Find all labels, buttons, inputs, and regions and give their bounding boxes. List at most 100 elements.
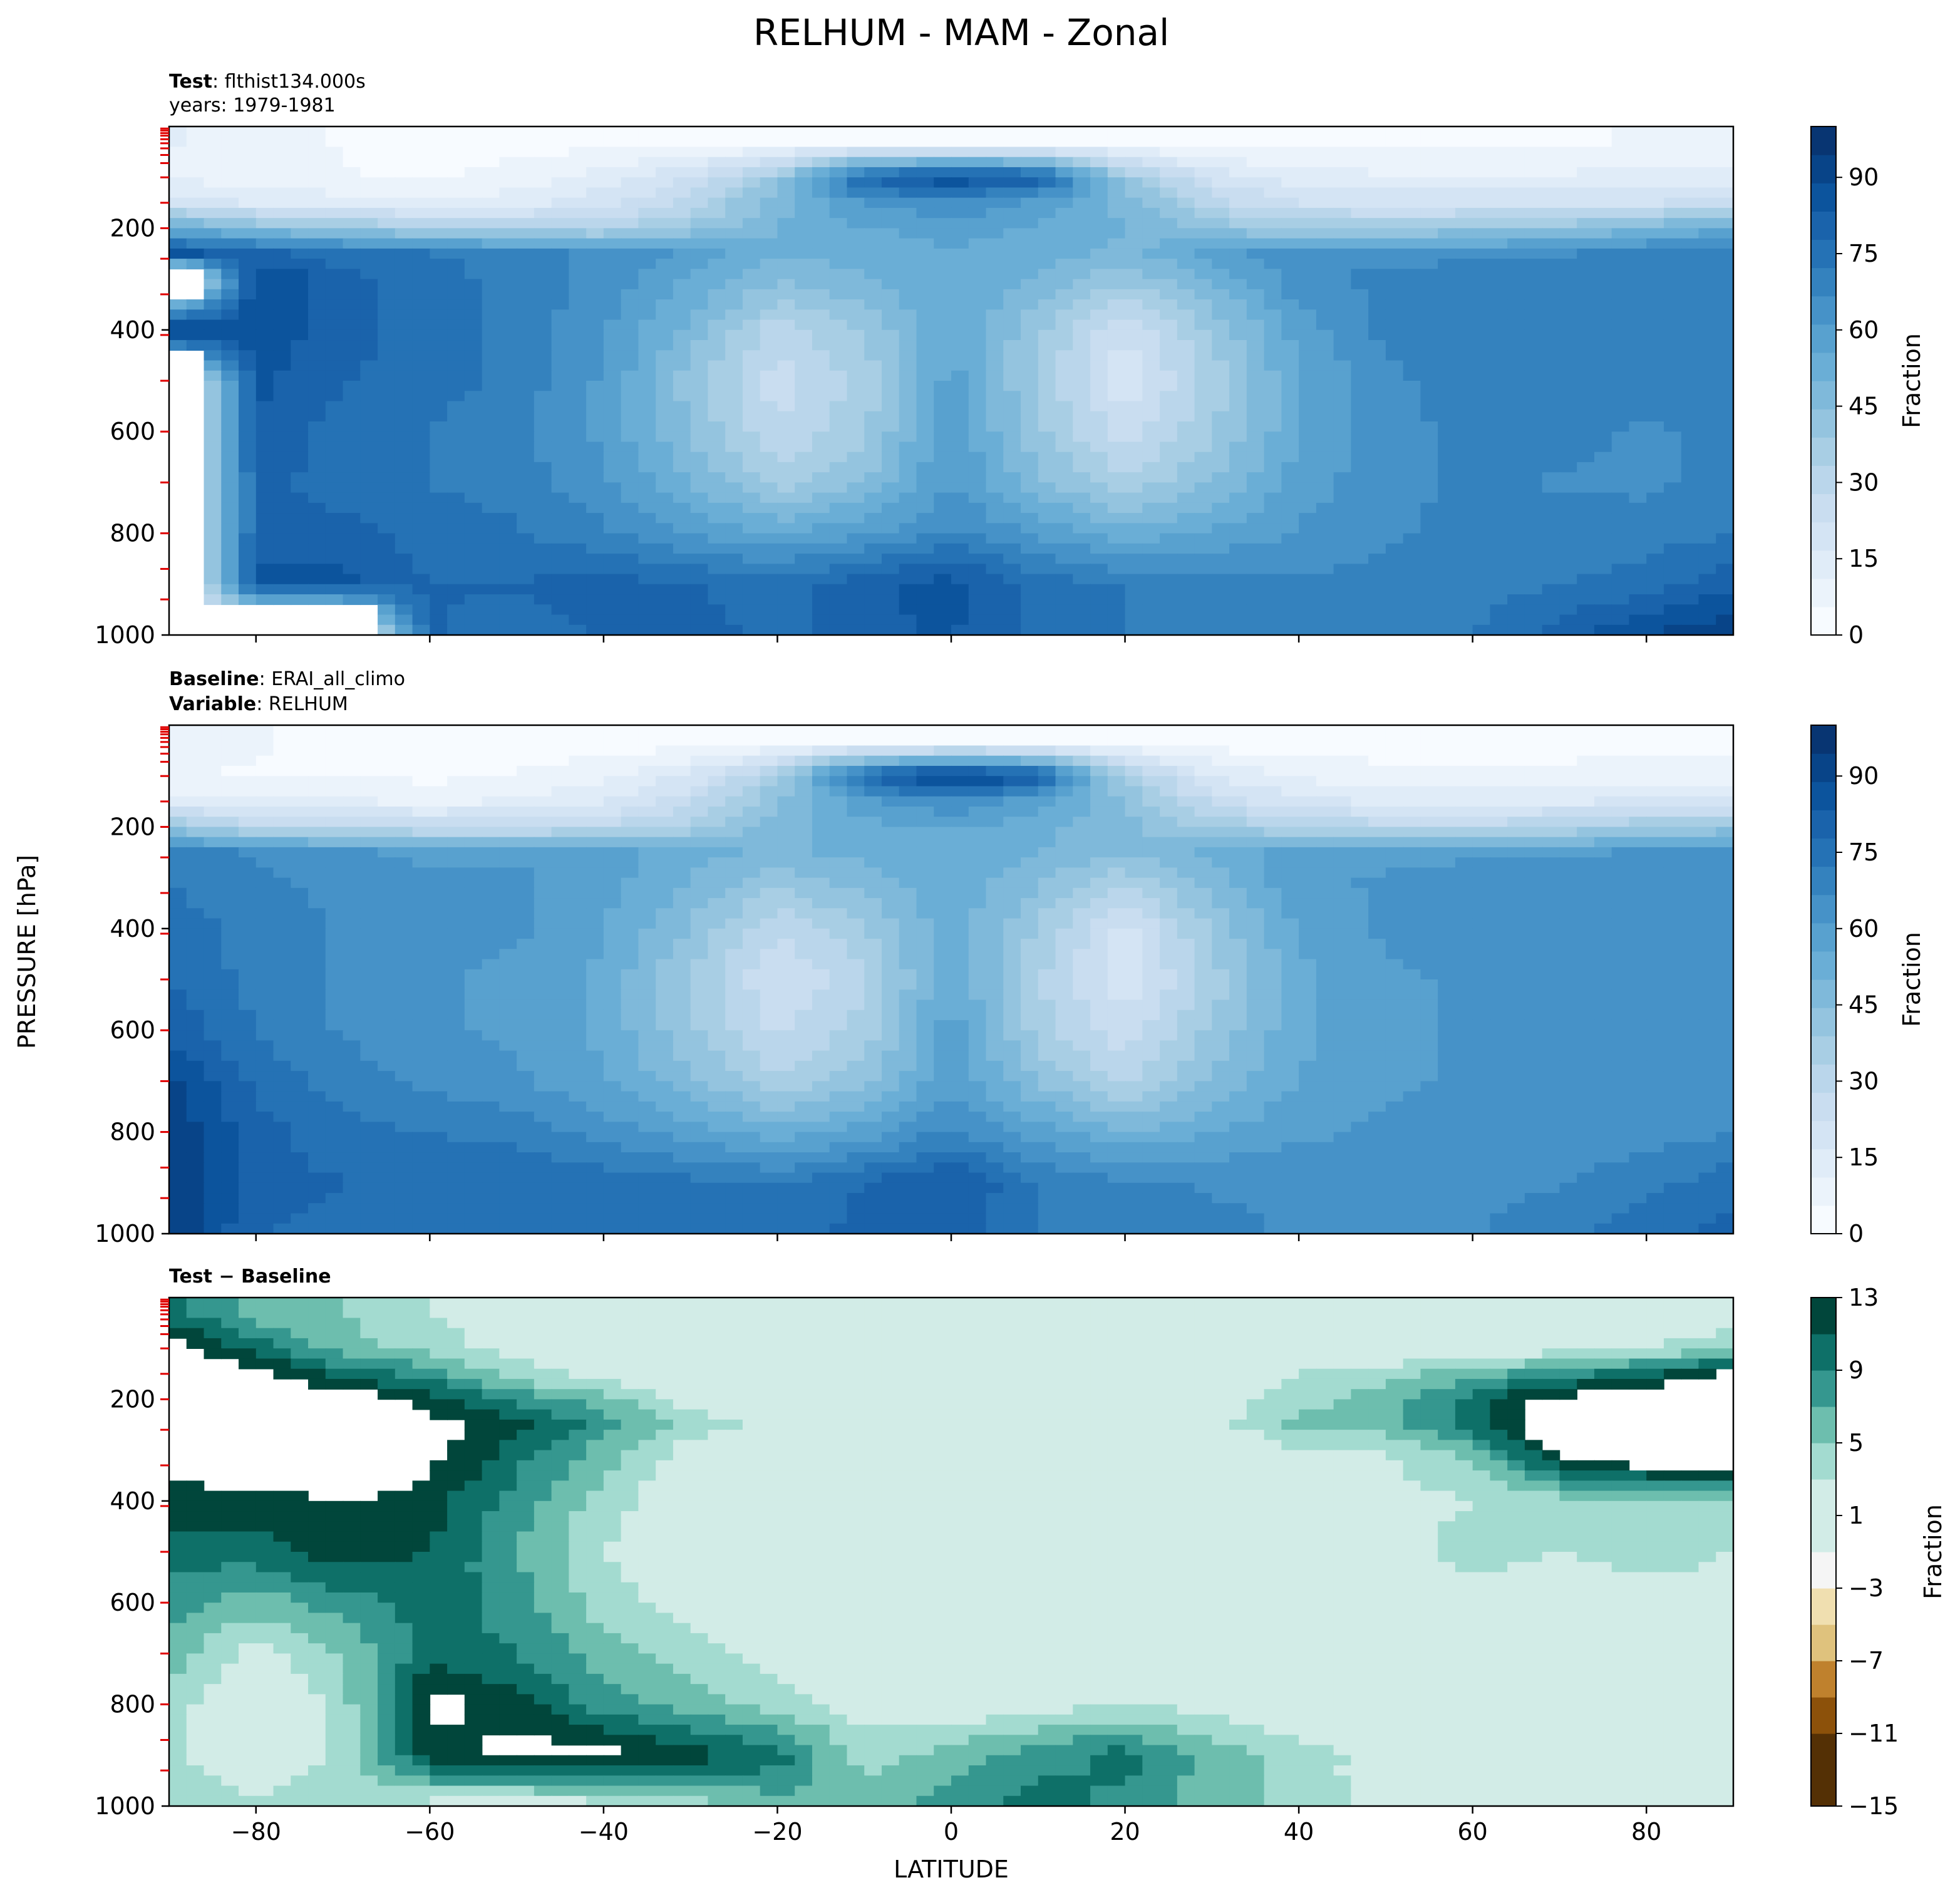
heatmap-cell bbox=[1107, 441, 1126, 453]
heatmap-cell bbox=[690, 360, 709, 371]
heatmap-cell bbox=[1420, 614, 1438, 626]
heatmap-cell bbox=[517, 584, 535, 595]
heatmap-cell bbox=[742, 391, 761, 402]
heatmap-cell bbox=[360, 421, 378, 432]
heatmap-cell bbox=[1663, 147, 1682, 158]
heatmap-cell bbox=[1351, 197, 1369, 209]
heatmap-cell bbox=[1646, 391, 1664, 402]
heatmap-cell bbox=[1038, 472, 1056, 483]
heatmap-cell bbox=[586, 360, 604, 371]
heatmap-cell bbox=[603, 472, 622, 483]
heatmap-cell bbox=[603, 594, 622, 606]
heatmap-cell bbox=[1524, 513, 1543, 524]
heatmap-cell bbox=[360, 411, 378, 422]
heatmap-cell bbox=[204, 502, 222, 514]
heatmap-cell bbox=[1716, 441, 1733, 453]
heatmap-cell bbox=[447, 177, 465, 188]
heatmap-cell bbox=[1090, 350, 1108, 361]
heatmap-cell bbox=[1542, 167, 1560, 178]
heatmap-cell bbox=[1264, 564, 1282, 575]
heatmap-cell bbox=[395, 218, 413, 229]
heatmap-cell bbox=[1368, 309, 1386, 321]
heatmap-cell bbox=[638, 319, 656, 331]
heatmap-cell bbox=[847, 604, 865, 616]
heatmap-cell bbox=[221, 492, 239, 503]
heatmap-cell bbox=[603, 523, 622, 534]
heatmap-cell bbox=[1351, 421, 1369, 432]
heatmap-cell bbox=[1177, 269, 1195, 280]
heatmap-cell bbox=[1038, 197, 1056, 209]
heatmap-cell bbox=[430, 574, 448, 585]
heatmap-cell bbox=[1107, 279, 1126, 290]
heatmap-cell bbox=[1229, 329, 1247, 341]
heatmap-cell bbox=[1316, 765, 1334, 777]
heatmap-cell bbox=[169, 735, 187, 746]
heatmap-cell bbox=[360, 482, 378, 493]
heatmap-cell bbox=[1142, 167, 1160, 178]
heatmap-cell bbox=[1003, 513, 1021, 524]
heatmap-cell bbox=[864, 462, 882, 473]
heatmap-cell bbox=[1542, 177, 1560, 188]
heatmap-cell bbox=[239, 765, 257, 777]
heatmap-cell bbox=[1577, 604, 1595, 616]
heatmap-cell bbox=[395, 147, 413, 158]
heatmap-cell bbox=[1264, 755, 1282, 767]
heatmap-cell bbox=[412, 187, 431, 199]
heatmap-cell bbox=[1403, 137, 1421, 148]
heatmap-cell bbox=[812, 411, 830, 422]
heatmap-cell bbox=[221, 421, 239, 432]
heatmap-cell bbox=[1055, 167, 1074, 178]
heatmap-cell bbox=[273, 340, 292, 351]
heatmap-cell bbox=[1333, 452, 1352, 463]
heatmap-cell bbox=[864, 431, 882, 443]
heatmap-cell bbox=[708, 735, 726, 746]
heatmap-cell bbox=[255, 564, 274, 575]
heatmap-cell bbox=[1663, 584, 1682, 595]
heatmap-cell bbox=[656, 745, 674, 756]
heatmap-cell bbox=[291, 441, 309, 453]
heatmap-cell bbox=[899, 452, 917, 463]
heatmap-cell bbox=[638, 340, 656, 351]
heatmap-cell bbox=[881, 624, 900, 635]
heatmap-cell bbox=[325, 564, 344, 575]
heatmap-cell bbox=[725, 725, 743, 736]
heatmap-cell bbox=[499, 207, 517, 219]
heatmap-cell bbox=[1142, 564, 1160, 575]
heatmap-cell bbox=[621, 269, 639, 280]
heatmap-cell bbox=[569, 126, 587, 138]
heatmap-cell bbox=[239, 574, 257, 585]
heatmap-cell bbox=[1351, 340, 1369, 351]
heatmap-cell bbox=[795, 391, 813, 402]
heatmap-cell bbox=[517, 624, 535, 635]
heatmap-cell bbox=[1107, 167, 1126, 178]
heatmap-cell bbox=[1194, 441, 1213, 453]
heatmap-cell bbox=[499, 147, 517, 158]
heatmap-cell bbox=[1264, 421, 1282, 432]
heatmap-cell bbox=[308, 228, 326, 239]
heatmap-cell bbox=[760, 259, 778, 270]
heatmap-cell bbox=[360, 289, 378, 300]
heatmap-cell bbox=[1177, 157, 1195, 168]
heatmap-cell bbox=[1055, 126, 1074, 138]
heatmap-cell bbox=[1663, 624, 1682, 635]
heatmap-cell bbox=[1577, 167, 1595, 178]
heatmap-cell bbox=[1125, 492, 1143, 503]
heatmap-cell bbox=[1455, 492, 1473, 503]
heatmap-cell bbox=[395, 584, 413, 595]
heatmap-cell bbox=[603, 745, 622, 756]
heatmap-cell bbox=[951, 482, 969, 493]
heatmap-cell bbox=[1438, 452, 1456, 463]
heatmap-cell bbox=[1472, 329, 1491, 341]
heatmap-cell bbox=[1142, 735, 1160, 746]
heatmap-cell bbox=[1003, 370, 1021, 381]
heatmap-cell bbox=[881, 735, 900, 746]
heatmap-cell bbox=[586, 319, 604, 331]
heatmap-cell bbox=[395, 289, 413, 300]
heatmap-cell bbox=[708, 360, 726, 371]
heatmap-cell bbox=[951, 197, 969, 209]
heatmap-cell bbox=[1229, 238, 1247, 249]
heatmap-cell bbox=[656, 370, 674, 381]
heatmap-cell bbox=[255, 309, 274, 321]
heatmap-cell bbox=[1055, 543, 1074, 554]
heatmap-cell bbox=[447, 381, 465, 392]
